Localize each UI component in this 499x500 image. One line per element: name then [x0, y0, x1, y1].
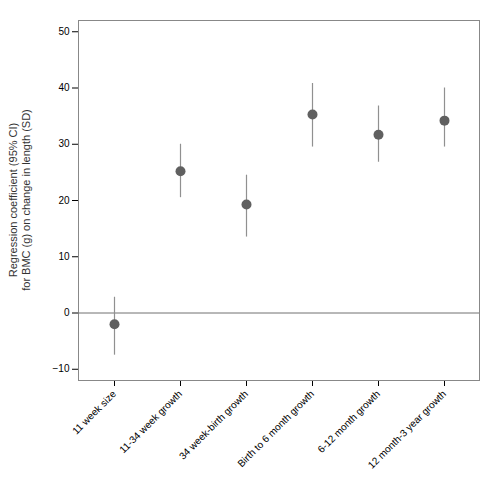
- svg-text:Regression coefficient (95% CI: Regression coefficient (95% CI): [7, 123, 19, 277]
- svg-text:6-12 month growth: 6-12 month growth: [315, 388, 382, 455]
- svg-text:30: 30: [58, 138, 70, 149]
- svg-text:0: 0: [64, 307, 70, 318]
- svg-text:for BMC (g) on change in lengt: for BMC (g) on change in length (SD): [20, 109, 32, 291]
- svg-text:20: 20: [58, 195, 70, 206]
- svg-text:12 month-3 year growth: 12 month-3 year growth: [366, 388, 448, 470]
- svg-text:11-34 week growth: 11-34 week growth: [117, 388, 184, 455]
- svg-text:34 week-birth growth: 34 week-birth growth: [177, 388, 250, 461]
- svg-text:10: 10: [58, 251, 70, 262]
- svg-text:Birth to 6 month growth: Birth to 6 month growth: [235, 388, 316, 469]
- svg-text:−10: −10: [53, 363, 70, 374]
- svg-text:40: 40: [58, 82, 70, 93]
- svg-text:50: 50: [58, 26, 70, 37]
- svg-text:11 week size: 11 week size: [70, 388, 118, 436]
